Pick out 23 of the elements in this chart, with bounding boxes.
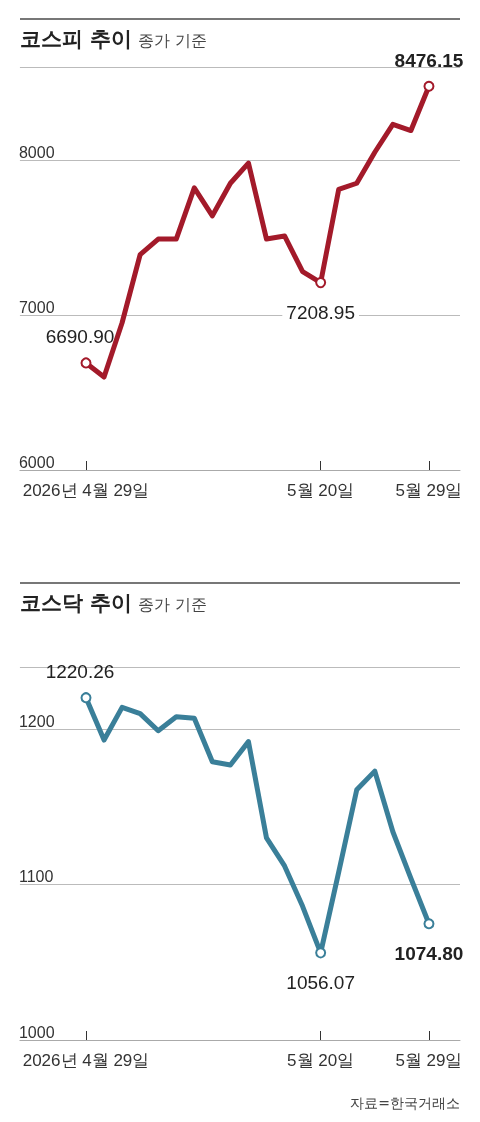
x-tick-label: 5월 20일 bbox=[287, 1051, 355, 1070]
y-tick-label: 1200 bbox=[18, 712, 55, 730]
data-label: 1074.80 bbox=[394, 943, 464, 965]
data-label: 6690.90 bbox=[45, 326, 115, 348]
y-tick-label: 1100 bbox=[18, 868, 54, 886]
y-tick-label: 7000 bbox=[18, 298, 55, 316]
chart-title: 코스피 추이 bbox=[20, 27, 133, 51]
y-tick-label: 6000 bbox=[18, 453, 55, 471]
data-label: 1220.26 bbox=[45, 661, 115, 683]
x-tick-label: 5월 29일 bbox=[395, 1051, 463, 1070]
data-label: 7208.95 bbox=[286, 302, 355, 324]
x-tick-label: 5월 29일 bbox=[395, 481, 463, 500]
x-tick-label: 2026년 4월 29일 bbox=[22, 1051, 150, 1070]
data-label: 8476.15 bbox=[394, 49, 464, 71]
chart-subtitle: 종가 기준 bbox=[138, 31, 208, 50]
y-tick-label: 8000 bbox=[18, 143, 55, 161]
data-label: 1056.07 bbox=[286, 972, 355, 994]
x-tick-label: 2026년 4월 29일 bbox=[22, 481, 150, 500]
x-tick-label: 5월 20일 bbox=[287, 481, 355, 500]
text: 자료=한국거래소 bbox=[350, 1095, 460, 1111]
y-tick-label: 1000 bbox=[18, 1023, 55, 1041]
chart-subtitle: 종가 기준 bbox=[138, 595, 208, 614]
chart-title: 코스닥 추이 bbox=[20, 591, 133, 615]
